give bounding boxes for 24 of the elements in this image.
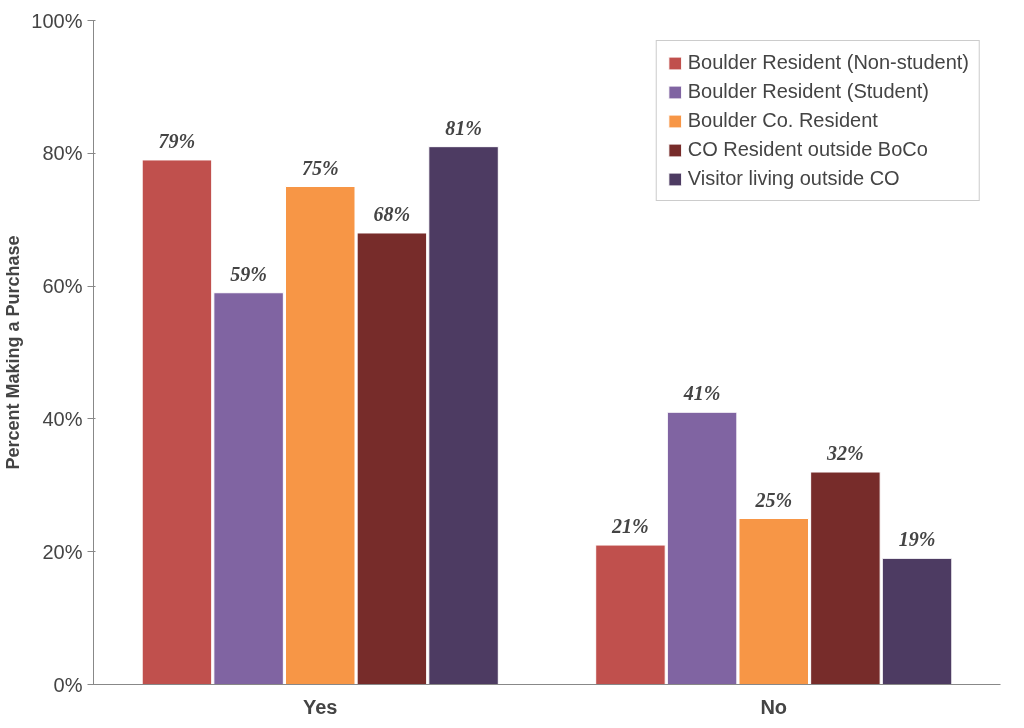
data-label: 81% xyxy=(445,116,482,139)
data-label: 32% xyxy=(826,442,864,465)
data-label: 59% xyxy=(230,262,267,285)
y-tick-label: 60% xyxy=(42,275,83,298)
legend-label: CO Resident outside BoCo xyxy=(687,138,928,161)
data-label: 19% xyxy=(898,528,936,551)
legend-label: Boulder Resident (Student) xyxy=(687,80,929,103)
x-tick-label: No xyxy=(760,695,788,718)
data-label: 79% xyxy=(158,129,196,152)
data-label: 75% xyxy=(301,156,339,179)
legend-label: Boulder Resident (Non-student) xyxy=(687,51,969,74)
data-label: 25% xyxy=(754,488,793,511)
x-tick-label: Yes xyxy=(303,695,338,718)
data-label: 21% xyxy=(611,515,649,538)
legend-label: Boulder Co. Resident xyxy=(687,109,878,132)
legend-label: Visitor living outside CO xyxy=(687,167,900,190)
y-tick-label: 80% xyxy=(42,142,83,165)
y-tick-label: 40% xyxy=(42,407,83,430)
y-tick-label: 100% xyxy=(31,9,83,32)
data-label: 41% xyxy=(682,382,721,405)
y-tick-label: 20% xyxy=(42,540,83,563)
data-label: 68% xyxy=(373,202,411,225)
y-axis-title: Percent Making a Purchase xyxy=(3,235,24,470)
y-tick-label: 0% xyxy=(53,673,83,696)
